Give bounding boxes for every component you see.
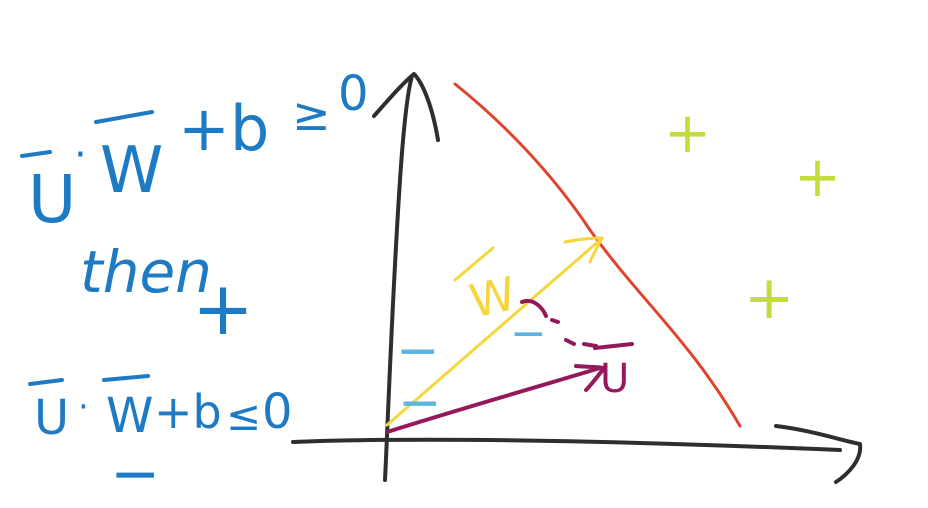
positive-sample: + [744,263,794,333]
rule-positive-u: U [28,161,76,238]
u-vector [385,366,602,434]
rule-negative-u: U [34,390,69,446]
rule-negative: U · W +b ≤ 0 [28,374,293,446]
then-label: then [80,238,212,306]
w-vector-arrowhead [563,236,604,264]
negative-sample: − [396,321,440,381]
x-axis [291,437,842,452]
positive-samples: + + + [664,101,841,333]
u-vector-label-overbar [593,342,634,350]
u-overbar [28,378,64,386]
negative-sample: − [510,308,547,359]
rule-positive-w: W [100,134,163,208]
rule-negative-le: ≤ [226,391,261,440]
positive-class-symbol: + [192,266,254,352]
negative-class-symbol: − [110,439,160,508]
positive-sample: + [664,101,711,166]
w-vector [385,238,602,427]
rule-positive-dot: · [74,132,87,178]
rule-positive-zero: 0 [338,66,369,122]
u-vector-arrowhead [574,364,606,392]
rule-negative-w: W [106,388,153,444]
rule-positive-rest: +b [178,92,269,165]
rule-negative-dot: · [78,387,89,427]
negative-sample: − [398,373,442,433]
u-overbar [20,150,52,158]
w-vector-label: W [465,266,521,328]
x-axis-arrowhead [774,424,863,484]
rule-negative-zero: 0 [262,384,293,440]
u-vector-label: U [600,356,629,402]
rule-positive: U · W +b ≥ 0 [20,66,369,238]
rule-negative-rest: +b [154,385,222,439]
w-vector-label-overbar [453,246,495,282]
projection-dashes [520,299,598,348]
rule-positive-ge: ≥ [292,87,331,141]
w-overbar [94,110,154,124]
w-overbar [102,374,150,382]
y-axis-arrowhead [372,72,440,142]
negative-samples: − − − [396,308,547,433]
decision-boundary [453,82,742,428]
positive-sample: + [794,145,841,210]
